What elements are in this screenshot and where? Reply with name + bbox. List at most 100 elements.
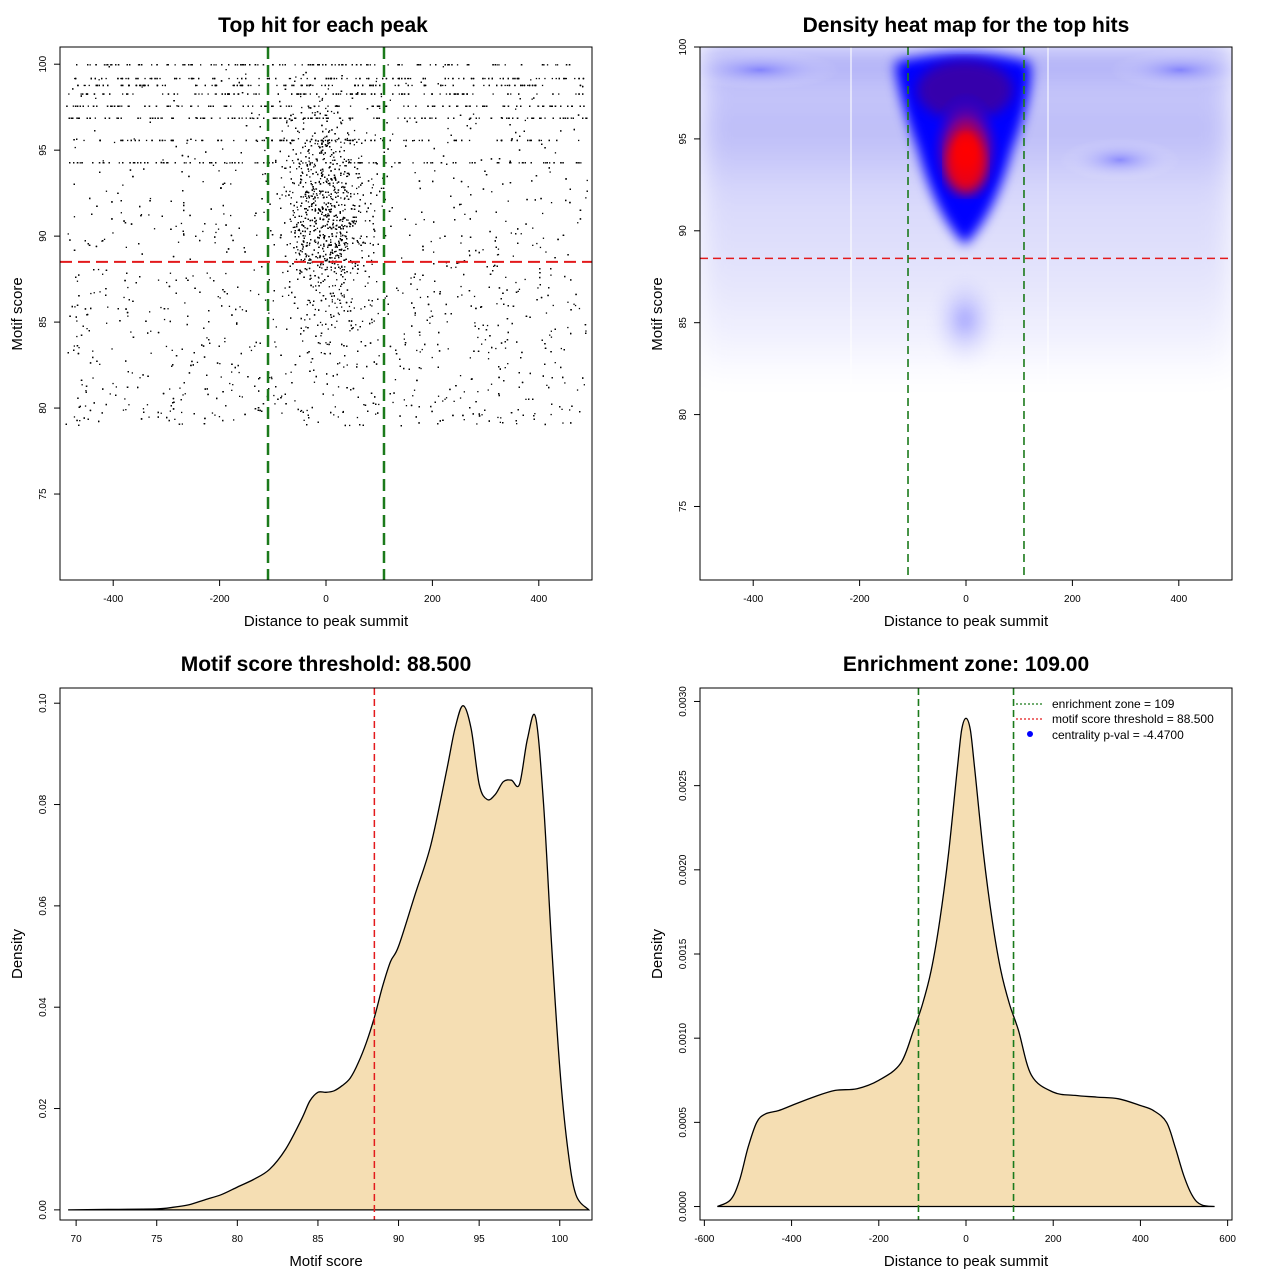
scatter-point [336,320,338,322]
scatter-point [472,93,474,95]
scatter-point [431,117,433,119]
scatter-point [337,386,340,388]
scatter-point [319,321,322,324]
scatter-point [409,117,411,119]
scatter-point [493,265,495,267]
scatter-point [378,403,380,406]
scatter-point [524,278,526,281]
scatter-point [403,105,405,107]
scatter-point [350,159,352,161]
scatter-point [317,281,319,283]
scatter-point [394,162,396,164]
scatter-point [264,299,267,301]
scatter-point [324,353,326,355]
scatter-point [95,97,97,99]
scatter-point [314,196,316,198]
scatter-point [306,254,308,256]
scatter-point [401,257,403,259]
scatter-point [403,399,405,401]
scatter-point [505,220,507,222]
scatter-point [254,345,256,347]
scatter-point [413,139,415,142]
scatter-point [130,331,132,333]
scatter-point [459,375,462,377]
scatter-point [334,284,336,287]
scatter-point [310,169,312,171]
scatter-point [410,277,412,279]
scatter-point [337,312,339,314]
scatter-point [475,122,477,125]
scatter-point [442,84,444,87]
scatter-point [352,221,354,223]
scatter-point [290,197,292,199]
scatter-point [334,302,336,304]
scatter-point [335,250,337,252]
scatter-point [356,416,359,419]
scatter-point [456,64,459,66]
scatter-point [403,338,405,340]
scatter-point [233,419,235,421]
scatter-point [92,350,94,352]
scatter-point [98,79,100,81]
scatter-point [313,240,316,242]
scatter-point [437,395,440,397]
scatter-point [165,345,168,348]
scatter-point [206,272,208,274]
scatter-point [292,226,294,229]
scatter-point [323,215,325,217]
scatter-point [343,158,345,160]
scatter-point [124,398,126,400]
scatter-point [268,162,270,164]
scatter-point [311,162,313,164]
scatter-point [258,114,260,116]
scatter-point [334,64,336,66]
scatter-point [160,412,162,414]
scatter-point [225,69,227,71]
scatter-point [497,416,499,419]
scatter-point [369,64,371,66]
scatter-point [76,280,79,282]
scatter-point [74,306,76,308]
scatter-point [313,381,316,383]
scatter-point [358,186,360,188]
scatter-point [324,215,326,217]
scatter-point [97,268,100,271]
scatter-point [447,348,449,350]
scatter-point [300,270,302,273]
scatter-point [326,139,329,142]
scatter-point [317,143,319,145]
scatter-point [457,105,459,107]
scatter-point [355,77,357,80]
scatter-point [549,162,551,164]
scatter-point [353,307,355,309]
scatter-point [153,228,156,230]
scatter-point [146,404,149,406]
scatter-point [487,358,490,360]
scatter-point [111,348,113,350]
scatter-point [222,148,224,150]
scatter-point [301,106,303,109]
scatter-point [281,412,283,414]
scatter-point [322,158,324,161]
scatter-point [179,387,181,389]
scatter-point [184,393,186,395]
scatter-point [358,243,360,245]
scatter-point [535,77,538,80]
scatter-point [161,84,164,87]
scatter-point [335,141,337,143]
scatter-point [346,137,348,140]
scatter-point [482,249,484,251]
scatter-point [93,292,95,294]
scatter-point [337,416,339,418]
scatter-point [363,404,365,406]
scatter-point [293,162,295,164]
scatter-point [499,77,501,80]
scatter-point [323,352,325,355]
scatter-point [340,141,342,143]
scatter-point [309,318,311,320]
scatter-point [379,107,381,109]
scatter-point [338,117,341,119]
scatter-point [68,93,70,95]
scatter-point [223,213,225,215]
scatter-point [319,193,321,195]
